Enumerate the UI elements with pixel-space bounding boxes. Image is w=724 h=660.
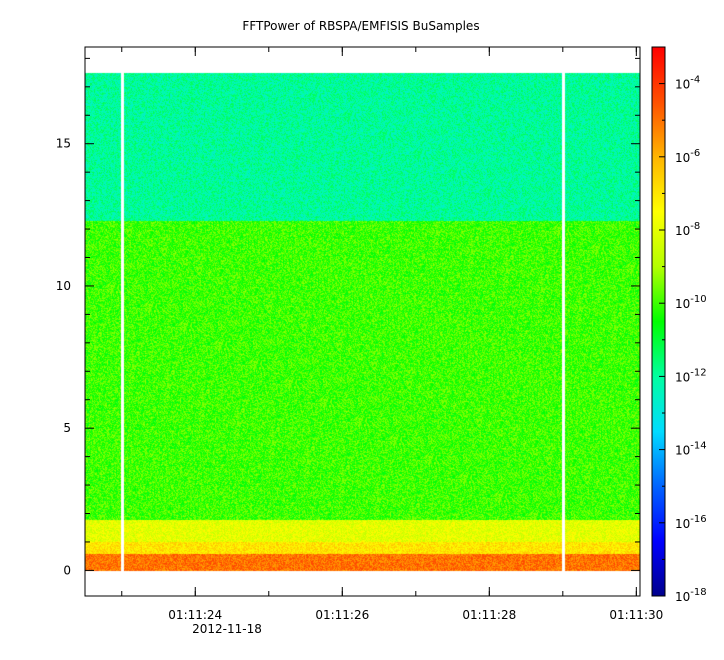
colorbar-tick-label: 10-16: [675, 514, 707, 531]
y-tick-label: 10: [56, 279, 71, 293]
x-axis: 01:11:24 01:11:26 01:11:28 01:11:30: [121, 47, 663, 622]
chart-title: FFTPower of RBSPA/EMFISIS BuSamples: [242, 19, 479, 33]
plot-area: [84, 46, 641, 597]
plot-frame: [84, 46, 641, 597]
colorbar-ticks: 10-18 10-16 10-14 10-12 10-10 10-8 10-6 10-4: [659, 46, 707, 604]
colorbar-tick-label: 10-10: [675, 294, 707, 311]
x-tick-label: 01:11:30: [609, 608, 663, 622]
colorbar-tick-label: 10-4: [675, 75, 700, 92]
spectrogram-image: [85, 47, 640, 596]
colorbar-gradient: [652, 47, 665, 596]
x-tick-label: 01:11:28: [462, 608, 516, 622]
colorbar: 10-18 10-16 10-14 10-12 10-10 10-8 10-6 10-4: [651, 46, 707, 604]
colorbar-tick-label: 10-8: [675, 221, 700, 238]
x-date-label: 2012-11-18: [192, 622, 262, 636]
colorbar-tick-label: 10-18: [675, 587, 707, 604]
y-axis: 0 5 10 15: [56, 57, 640, 577]
y-tick-label: 5: [63, 421, 71, 435]
colorbar-frame: [651, 46, 666, 597]
x-tick-label: 01:11:24: [168, 608, 222, 622]
colorbar-tick-label: 10-6: [675, 148, 700, 165]
colorbar-tick-label: 10-14: [675, 441, 707, 458]
x-tick-label: 01:11:26: [315, 608, 369, 622]
y-tick-label: 0: [63, 563, 71, 577]
y-tick-label: 15: [56, 137, 71, 151]
colorbar-tick-label: 10-12: [675, 367, 707, 384]
